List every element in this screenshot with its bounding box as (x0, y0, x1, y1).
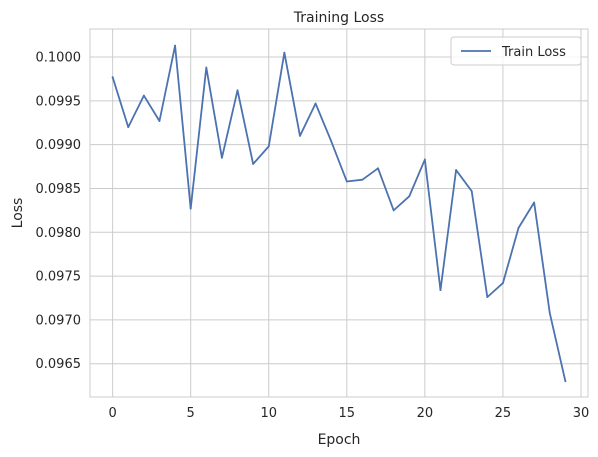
data-point (267, 145, 270, 148)
y-tick-label: 0.0980 (36, 226, 82, 241)
data-point (345, 180, 348, 183)
x-tick-label: 30 (573, 406, 590, 421)
x-tick-label: 15 (339, 406, 356, 421)
y-tick-label: 0.0995 (36, 94, 82, 109)
y-tick-label: 0.0975 (36, 270, 82, 285)
data-point (330, 140, 333, 143)
y-tick-label: 0.1000 (36, 51, 82, 66)
data-point (517, 227, 520, 229)
y-tick-labels: 0.0965 0.0970 0.0975 0.0980 0.0985 0.0990 0.09… (36, 51, 82, 373)
data-point (533, 201, 536, 204)
data-point (111, 76, 114, 79)
legend-box (450, 36, 582, 66)
data-point (455, 169, 457, 171)
y-tick-label: 0.0970 (36, 313, 82, 328)
series-layer (111, 44, 567, 383)
plot-frame (89, 28, 589, 398)
chart-title: Training Loss (293, 10, 384, 26)
y-axis-label: Loss (10, 198, 26, 229)
data-point (392, 209, 395, 212)
y-tick-label: 0.0990 (36, 138, 82, 153)
plot-area (90, 29, 588, 397)
data-point (174, 44, 176, 47)
data-point (142, 94, 145, 97)
data-point (564, 380, 567, 383)
data-point (502, 282, 504, 284)
x-tick-label: 25 (495, 406, 512, 421)
data-point (158, 120, 161, 122)
data-point (423, 158, 426, 161)
data-point (221, 156, 223, 159)
x-tick-label: 10 (260, 406, 277, 421)
data-point (408, 195, 411, 198)
data-point (470, 190, 473, 193)
data-point (236, 89, 239, 92)
grid-lines (90, 29, 588, 397)
data-point (486, 296, 489, 299)
legend-label-train-loss: Train Loss (501, 45, 566, 60)
x-tick-label: 20 (417, 406, 434, 421)
data-point (205, 66, 208, 69)
data-point (361, 178, 364, 181)
data-point (299, 135, 301, 137)
x-tick-labels: 0 5 10 15 20 25 30 (108, 406, 589, 421)
y-tick-label: 0.0985 (36, 182, 82, 197)
data-point (439, 289, 442, 291)
x-tick-label: 0 (108, 406, 116, 421)
data-point (252, 163, 255, 165)
data-point (189, 207, 192, 210)
data-point (377, 167, 379, 170)
data-point (548, 311, 551, 314)
x-tick-label: 5 (187, 406, 195, 421)
data-point (314, 102, 317, 105)
series-line-train-loss (111, 44, 567, 383)
legend: Train Loss (450, 36, 582, 66)
data-point (127, 126, 130, 129)
x-axis-label: Epoch (318, 432, 361, 448)
y-tick-label: 0.0965 (36, 357, 82, 372)
data-point (283, 51, 286, 54)
